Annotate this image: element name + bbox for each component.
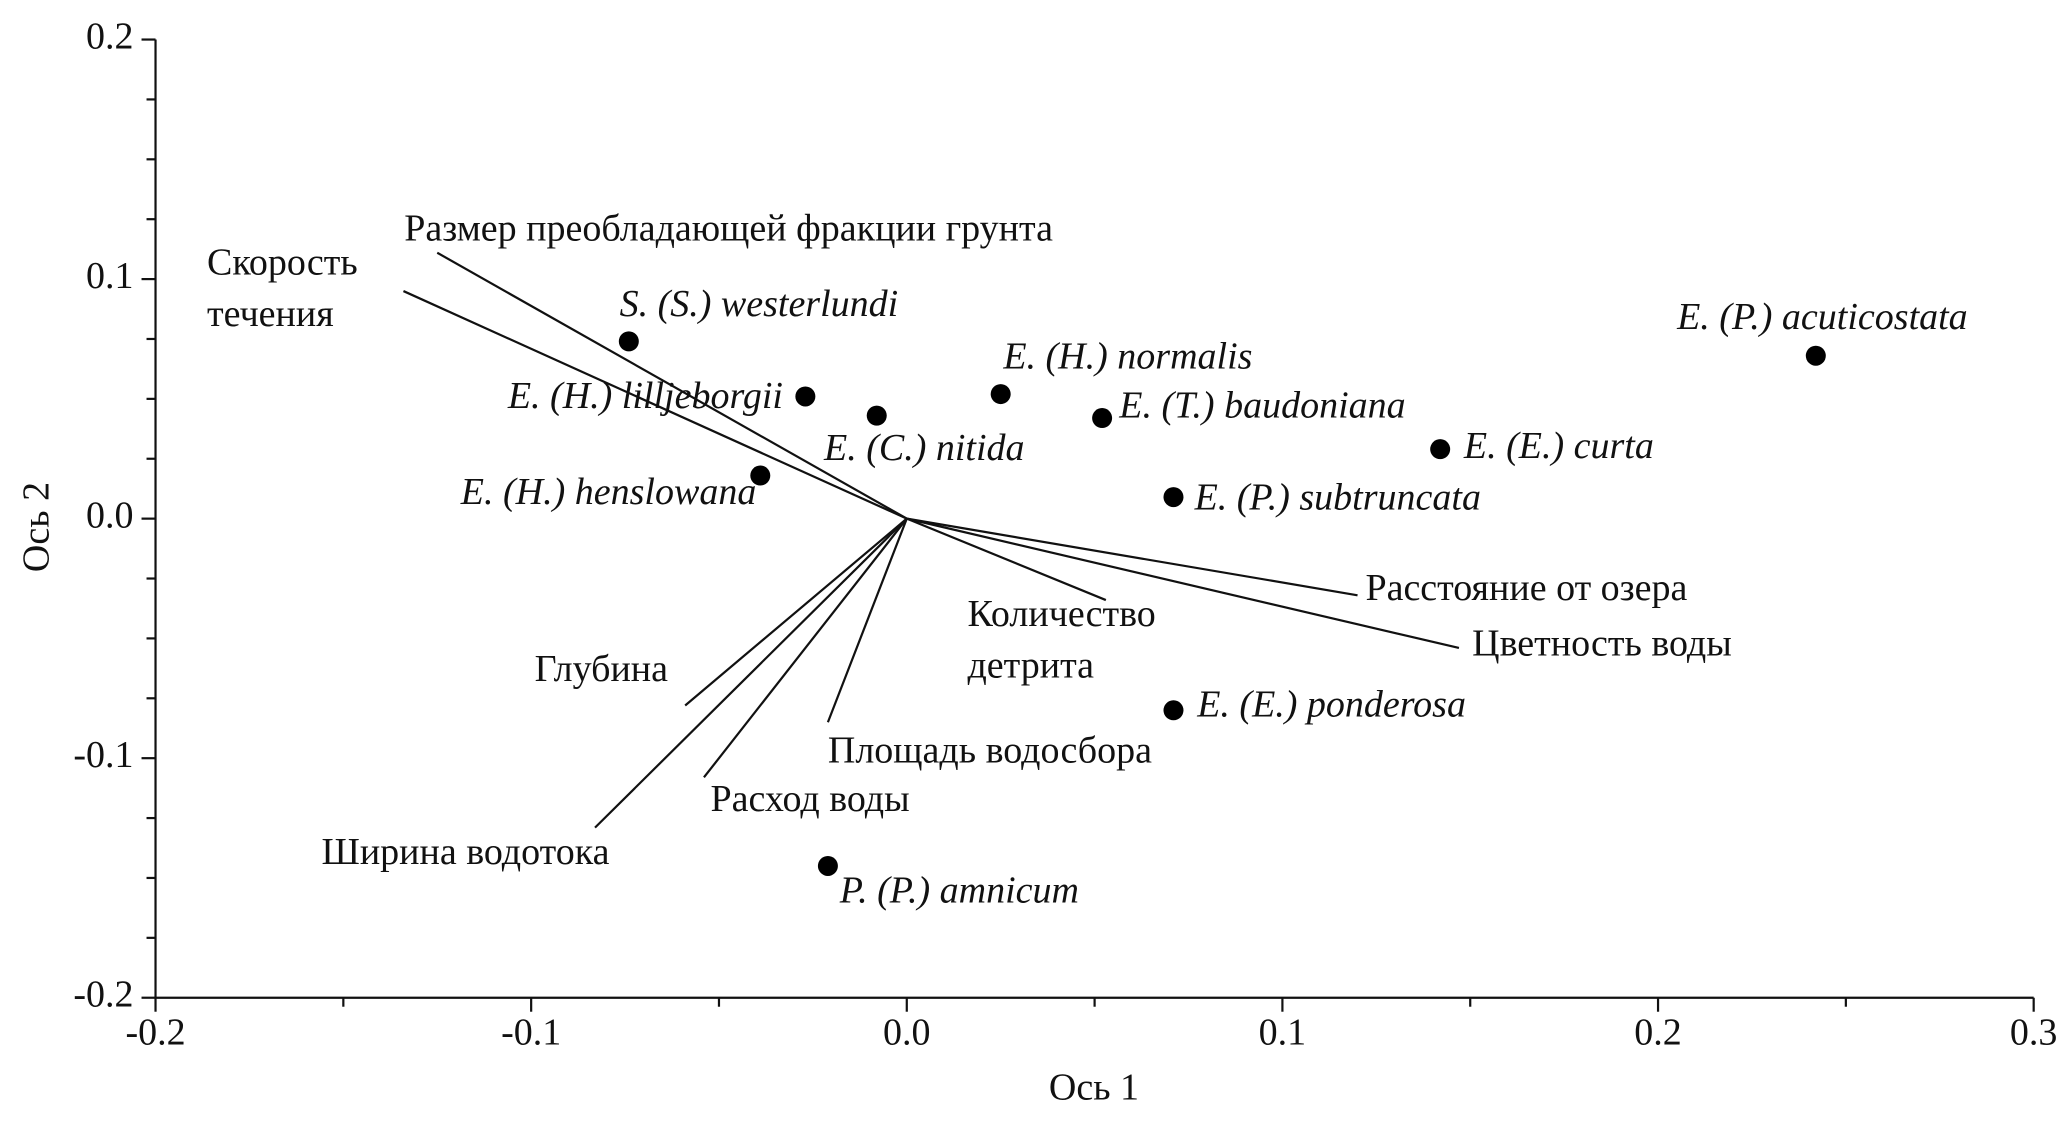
vector xyxy=(906,517,1460,650)
point-label: E. (H.) normalis xyxy=(1002,336,1252,378)
y-tick-label: -0.1 xyxy=(73,734,133,776)
vector xyxy=(594,517,908,829)
point xyxy=(795,386,816,407)
vector-label: Глубина xyxy=(535,648,669,690)
point xyxy=(750,465,771,486)
y-tick-label: 0.2 xyxy=(86,15,134,57)
y-tick-label: -0.2 xyxy=(73,973,133,1015)
point-label: E. (H.) lilljeborgii xyxy=(507,375,783,417)
vector-label: Скорость xyxy=(207,242,358,284)
point xyxy=(1163,700,1184,721)
vector-label: Ширина водотока xyxy=(322,831,610,873)
point xyxy=(817,855,838,876)
point-label: S. (S.) westerlundi xyxy=(620,283,899,325)
vector xyxy=(402,290,908,520)
point xyxy=(1163,487,1184,508)
x-tick-label: -0.1 xyxy=(501,1011,561,1053)
y-tick-label: 0.1 xyxy=(86,255,134,297)
vector xyxy=(906,517,1107,602)
x-tick-label: 0.2 xyxy=(1634,1011,1682,1053)
point-label: E. (P.) subtruncata xyxy=(1194,477,1481,519)
point xyxy=(866,405,887,426)
point-label: E. (E.) ponderosa xyxy=(1196,683,1466,725)
vector-label: Площадь водосбора xyxy=(828,730,1152,772)
vector-label: течения xyxy=(207,293,334,335)
point xyxy=(618,331,639,352)
point-label: E. (T.) baudoniana xyxy=(1118,385,1405,427)
y-tick-label: 0.0 xyxy=(86,494,134,536)
point xyxy=(1430,439,1451,460)
point xyxy=(1092,408,1113,429)
point-label: E. (C.) nitida xyxy=(823,427,1025,469)
vector-label: Количество xyxy=(967,593,1155,635)
vector-label: детрита xyxy=(967,644,1094,686)
x-tick-label: -0.2 xyxy=(125,1011,185,1053)
point-label: E. (E.) curta xyxy=(1463,425,1654,467)
y-axis-title: Ось 2 xyxy=(16,482,58,572)
point xyxy=(990,384,1011,405)
x-tick-label: 0.3 xyxy=(2010,1011,2058,1053)
vector-label: Цветность воды xyxy=(1472,622,1732,664)
point-label: P. (P.) amnicum xyxy=(839,869,1079,911)
vector xyxy=(906,517,1358,597)
point-label: E. (H.) henslowana xyxy=(460,471,757,513)
point-label: E. (P.) acuticostata xyxy=(1676,296,1968,338)
point xyxy=(1805,345,1826,366)
x-axis-title: Ось 1 xyxy=(1049,1067,1139,1109)
vector-label: Размер преобладающей фракции грунта xyxy=(404,207,1053,249)
vector-label: Расход воды xyxy=(711,778,910,820)
x-tick-label: 0.0 xyxy=(883,1011,931,1053)
vector xyxy=(684,517,908,707)
vector xyxy=(826,518,908,723)
vector xyxy=(436,251,908,520)
vector xyxy=(703,517,908,779)
x-tick-label: 0.1 xyxy=(1259,1011,1307,1053)
vector-label: Расстояние от озера xyxy=(1365,567,1687,609)
